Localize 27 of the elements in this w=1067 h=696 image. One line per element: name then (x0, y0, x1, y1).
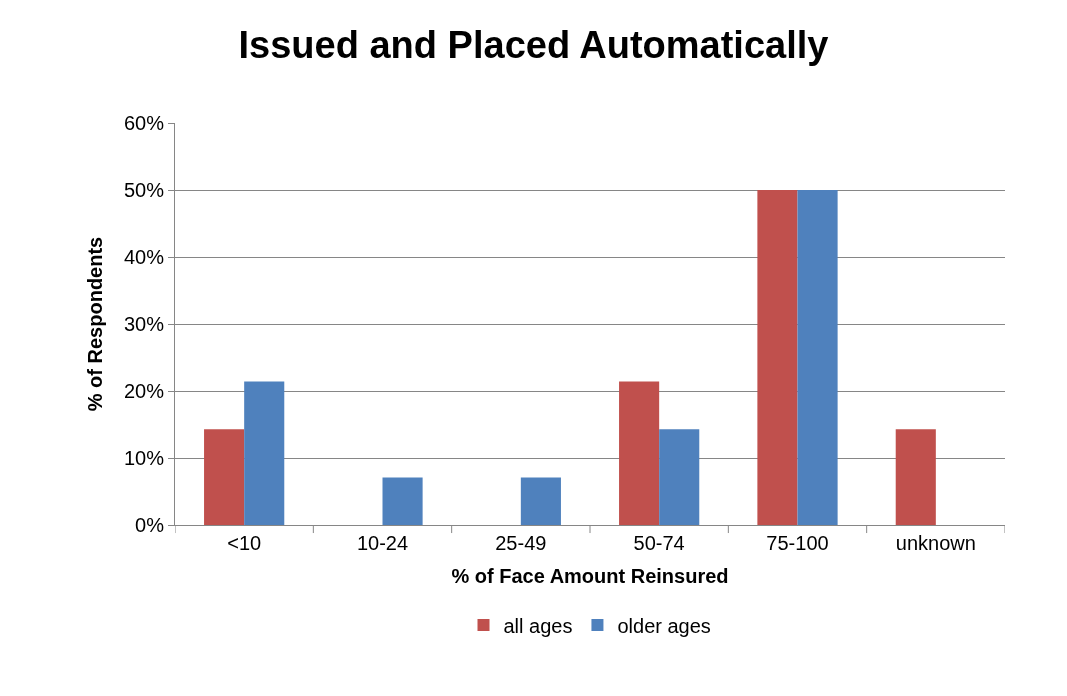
legend-label: all ages (503, 614, 573, 637)
x-tick-label: 75-100 (766, 532, 829, 554)
bar (204, 429, 245, 525)
y-tick-label: 60% (123, 112, 165, 134)
x-tick-label: unknown (895, 532, 976, 554)
y-tick-label: 10% (123, 447, 165, 469)
x-tick-label: <10 (227, 532, 262, 554)
y-tick-label: 30% (123, 313, 165, 335)
bar (895, 429, 936, 525)
bar (244, 381, 285, 525)
bar (797, 190, 838, 525)
bar (520, 477, 561, 525)
y-tick-label: 0% (135, 514, 165, 536)
x-axis-title: % of Face Amount Reinsured (451, 564, 729, 587)
y-tick-label: 40% (123, 246, 165, 268)
x-tick-label: 25-49 (495, 532, 547, 554)
legend-label: older ages (617, 614, 711, 637)
y-axis-title: % of Respondents (84, 236, 107, 412)
y-tick-label: 50% (123, 179, 165, 201)
x-tick-label: 10-24 (356, 532, 409, 554)
chart-title: Issued and Placed Automatically (238, 23, 829, 66)
x-tick-label: 50-74 (633, 532, 685, 554)
bar (757, 190, 798, 525)
bar (619, 381, 660, 525)
bar (659, 429, 700, 525)
y-tick-label: 20% (123, 380, 165, 402)
bar (382, 477, 423, 525)
